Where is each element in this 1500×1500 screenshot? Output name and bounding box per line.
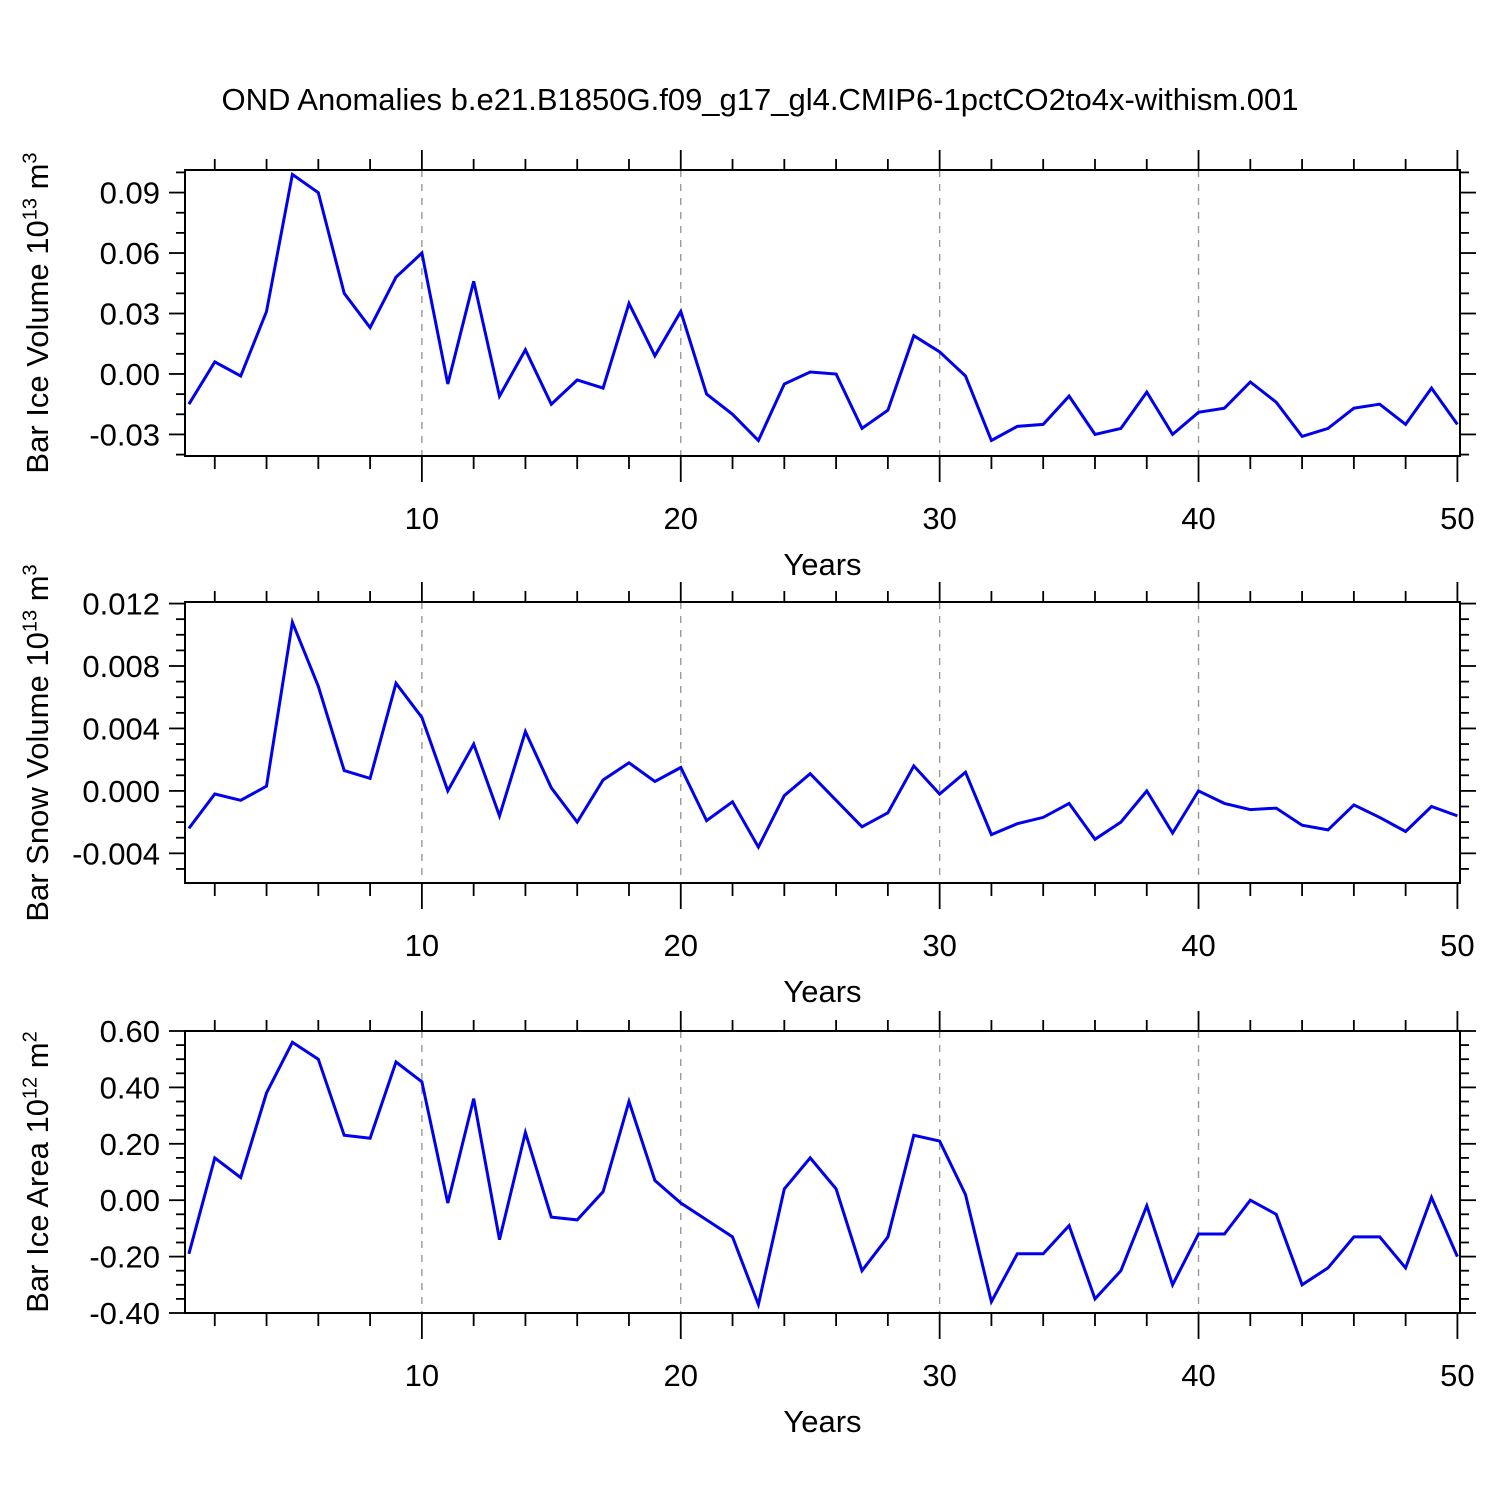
panel-1-x-tick-label: 10 xyxy=(405,928,439,963)
panel-0-y-tick-label: 0.03 xyxy=(100,297,160,332)
panel-1-y-tick-label: 0.004 xyxy=(82,711,160,746)
panel-2-x-tick-label: 30 xyxy=(922,1358,956,1393)
panel-2-gridlines xyxy=(421,1031,1200,1313)
panel-1-series-line xyxy=(187,616,1458,851)
y-axis-label-snow-volume: Bar Snow Volume 1013 m3 xyxy=(19,563,55,922)
panel-1-gridlines xyxy=(421,602,1200,883)
panel-2-series-line xyxy=(187,1040,1459,1310)
panel-0-x-tick-label: 10 xyxy=(405,501,439,536)
panel-2-x-tick-label: 50 xyxy=(1440,1358,1474,1393)
panel-0-gridlines xyxy=(421,170,1200,456)
panel-1: -0.004 0.000 0.004 0.008 0.012 10 20 30 40 50 Year… xyxy=(72,582,1476,1009)
panel-1-y-tick-label: 0.000 xyxy=(82,774,160,809)
panel-2-y-tick-label: 0.00 xyxy=(100,1183,160,1218)
panel-1-x-axis-title: Years xyxy=(783,974,861,1009)
panel-2-x-tick-label: 10 xyxy=(405,1358,439,1393)
panel-2-y-tick-label: -0.20 xyxy=(89,1240,160,1275)
figure-title: OND Anomalies b.e21.B1850G.f09_g17_gl4.C… xyxy=(221,82,1299,117)
panel-0-y-tick-labels: -0.03 0.00 0.03 0.06 0.09 xyxy=(89,176,160,453)
panel-1-y-tick-labels: -0.004 0.000 0.004 0.008 0.012 xyxy=(72,587,160,872)
panel-1-x-tick-labels: 10 20 30 40 50 xyxy=(405,928,1475,963)
panel-0: -0.03 0.00 0.03 0.06 0.09 10 20 30 40 50 Years xyxy=(89,150,1476,582)
panel-2-y-tick-label: 0.20 xyxy=(100,1127,160,1162)
panel-2-x-axis-title: Years xyxy=(783,1404,861,1439)
panel-1-frame xyxy=(184,601,1461,884)
panel-2-x-tick-label: 20 xyxy=(664,1358,698,1393)
y-axis-label-ice-volume: Bar Ice Volume 1013 m3 xyxy=(19,152,55,474)
panel-0-x-tick-label: 30 xyxy=(922,501,956,536)
panel-0-y-tick-label: 0.06 xyxy=(100,236,160,271)
panel-0-x-tick-label: 50 xyxy=(1440,501,1474,536)
panel-1-y-tick-label: 0.008 xyxy=(82,649,160,684)
panel-1-y-tick-label: -0.004 xyxy=(72,836,160,871)
panel-0-y-tick-label: -0.03 xyxy=(89,417,160,452)
y-axis-label-ice-area: Bar Ice Area 1012 m2 xyxy=(19,1031,55,1313)
panel-1-x-tick-label: 20 xyxy=(664,928,698,963)
panel-0-ticks xyxy=(169,150,1476,482)
panel-0-x-tick-label: 40 xyxy=(1181,501,1215,536)
panel-0-y-tick-label: 0.09 xyxy=(100,176,160,211)
panel-2-y-tick-label: 0.40 xyxy=(100,1070,160,1105)
panel-1-x-tick-label: 30 xyxy=(922,928,956,963)
panel-0-x-tick-labels: 10 20 30 40 50 xyxy=(405,501,1475,536)
panel-2-ticks xyxy=(169,1011,1476,1339)
panel-0-series-line xyxy=(187,171,1459,444)
panel-0-x-tick-label: 20 xyxy=(664,501,698,536)
panel-2: -0.40 -0.20 0.00 0.20 0.40 0.60 10 20 30 40 50 Year… xyxy=(89,1011,1476,1439)
panel-0-y-tick-label: 0.00 xyxy=(100,357,160,392)
panel-2-x-tick-label: 40 xyxy=(1181,1358,1215,1393)
panel-2-y-tick-label: -0.40 xyxy=(89,1296,160,1331)
panel-2-y-tick-label: 0.60 xyxy=(100,1014,160,1049)
panel-2-y-tick-labels: -0.40 -0.20 0.00 0.20 0.40 0.60 xyxy=(89,1014,160,1331)
panel-1-x-tick-label: 40 xyxy=(1181,928,1215,963)
panel-1-ticks xyxy=(169,582,1476,909)
panel-2-x-tick-labels: 10 20 30 40 50 xyxy=(405,1358,1475,1393)
panel-1-y-tick-label: 0.012 xyxy=(82,587,160,622)
panel-0-x-axis-title: Years xyxy=(783,547,861,582)
panel-1-x-tick-label: 50 xyxy=(1440,928,1474,963)
